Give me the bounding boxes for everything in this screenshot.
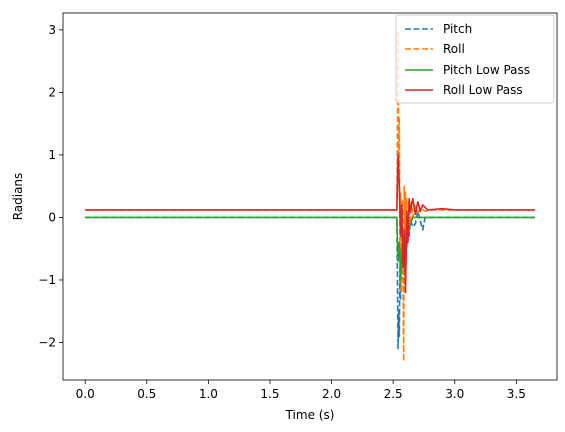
series-line-roll-low-pass [85, 154, 535, 294]
x-tick-label: 0.5 [137, 387, 156, 401]
x-axis: 0.0 0.5 1.0 1.5 2.0 2.5 3.0 3.5 [76, 380, 526, 401]
x-tick-label: 2.0 [322, 387, 341, 401]
y-tick-label: 2 [48, 85, 56, 99]
legend-label-pitch: Pitch [443, 22, 472, 36]
y-tick-label: 1 [48, 148, 56, 162]
y-tick-label: 0 [48, 210, 56, 224]
x-tick-label: 3.0 [445, 387, 464, 401]
legend-label-roll-low-pass: Roll Low Pass [443, 83, 523, 97]
x-tick-label: 2.5 [384, 387, 403, 401]
legend-box [395, 14, 555, 104]
legend-label-roll: Roll [443, 42, 465, 56]
y-axis-label: Radians [11, 173, 25, 221]
y-tick-label: −1 [38, 273, 56, 287]
x-tick-label: 1.0 [199, 387, 218, 401]
series-layer [85, 29, 535, 363]
x-tick-label: 3.5 [507, 387, 526, 401]
y-tick-label: −2 [38, 335, 56, 349]
plot-frame [62, 12, 558, 381]
y-tick-label: 3 [48, 23, 56, 37]
legend: Pitch Roll Pitch Low Pass Roll Low Pass [395, 14, 555, 104]
x-axis-label: Time (s) [285, 408, 335, 422]
x-tick-label: 0.0 [76, 387, 95, 401]
y-axis: −2 −1 0 1 2 3 [38, 23, 63, 349]
legend-label-pitch-low-pass: Pitch Low Pass [443, 63, 530, 77]
x-tick-label: 1.5 [260, 387, 279, 401]
